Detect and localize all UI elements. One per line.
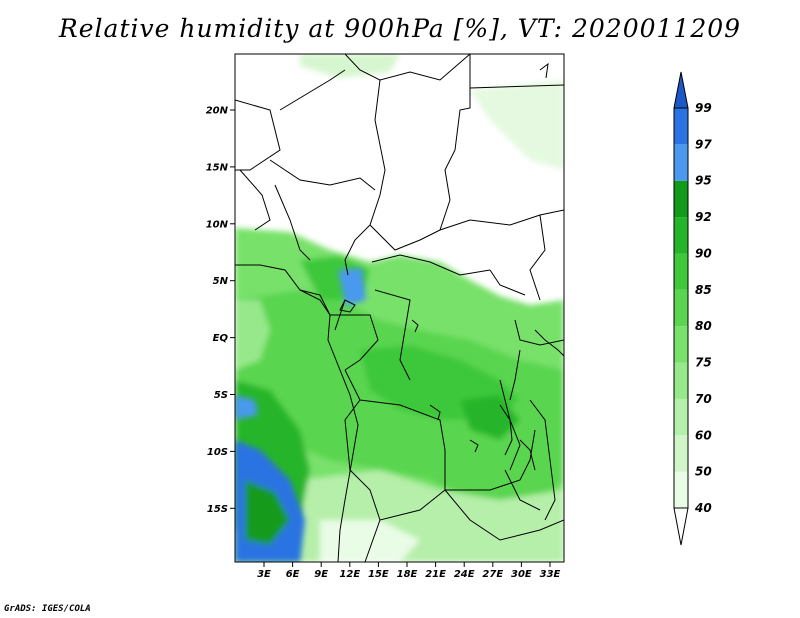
- lat-label: 15S: [207, 504, 228, 515]
- map-title: Relative humidity at 900hPa [%], VT: 202…: [58, 14, 742, 43]
- credit-text: GrADS: IGES/COLA: [4, 604, 91, 614]
- colorbar-label: 95: [695, 174, 712, 188]
- lat-label: 10N: [206, 219, 229, 230]
- colorbar-box: [674, 180, 688, 218]
- lon-label: 9E: [314, 569, 328, 580]
- lon-label: 24E: [454, 569, 475, 580]
- lon-label: 21E: [425, 569, 446, 580]
- coastlines: [235, 264, 564, 562]
- colorbar-box: [674, 253, 688, 290]
- colorbar-box: [674, 217, 688, 254]
- lat-label: 5N: [213, 276, 229, 287]
- colorbar-box: [674, 398, 688, 436]
- lon-label: 33E: [540, 569, 561, 580]
- colorbar-label: 70: [695, 392, 712, 406]
- colorbar-label: 80: [695, 319, 712, 333]
- colorbar-box: [674, 144, 688, 181]
- colorbar-label: 97: [695, 137, 712, 151]
- colorbar-box: [674, 289, 688, 327]
- lat-label: 10S: [207, 447, 228, 458]
- colorbar-box: [674, 471, 688, 508]
- colorbar-box: [674, 326, 688, 363]
- colorbar-label: 60: [695, 428, 712, 442]
- colorbar-box: [674, 435, 688, 472]
- lon-label: 12E: [339, 569, 360, 580]
- country-borders: [235, 54, 564, 562]
- colorbar-box: [674, 108, 688, 145]
- colorbar-label: 99: [695, 101, 712, 115]
- colorbar-label: 40: [694, 501, 712, 515]
- lon-label: 27E: [482, 569, 503, 580]
- colorbar-label: 85: [695, 283, 712, 297]
- lat-label: 20N: [206, 106, 229, 117]
- humidity-field: [235, 54, 564, 562]
- colorbar-label: 50: [695, 465, 712, 479]
- lon-label: 30E: [511, 569, 532, 580]
- lon-label: 15E: [368, 569, 389, 580]
- latitude-axis: 20N 15N 10N 5N EQ 5S 10S 15S: [206, 106, 235, 515]
- lat-label: 5S: [214, 390, 228, 401]
- colorbar-min-triangle: [673, 507, 689, 546]
- colorbar: 40 50 60 70 75 80 85 90 92 95 97 99: [673, 71, 712, 546]
- map-frame: [234, 53, 565, 563]
- lat-label: EQ: [213, 333, 229, 344]
- lon-label: 18E: [397, 569, 418, 580]
- colorbar-label: 92: [695, 210, 712, 224]
- lon-label: 3E: [257, 569, 271, 580]
- colorbar-label: 90: [695, 246, 712, 260]
- lat-label: 15N: [206, 162, 229, 173]
- colorbar-max-triangle: [673, 71, 689, 109]
- longitude-axis: 3E 6E 9E 12E 15E 18E 21E 24E 27E 30E 33E: [257, 562, 561, 580]
- lon-label: 6E: [286, 569, 300, 580]
- colorbar-label: 75: [695, 356, 712, 370]
- colorbar-box: [674, 362, 688, 399]
